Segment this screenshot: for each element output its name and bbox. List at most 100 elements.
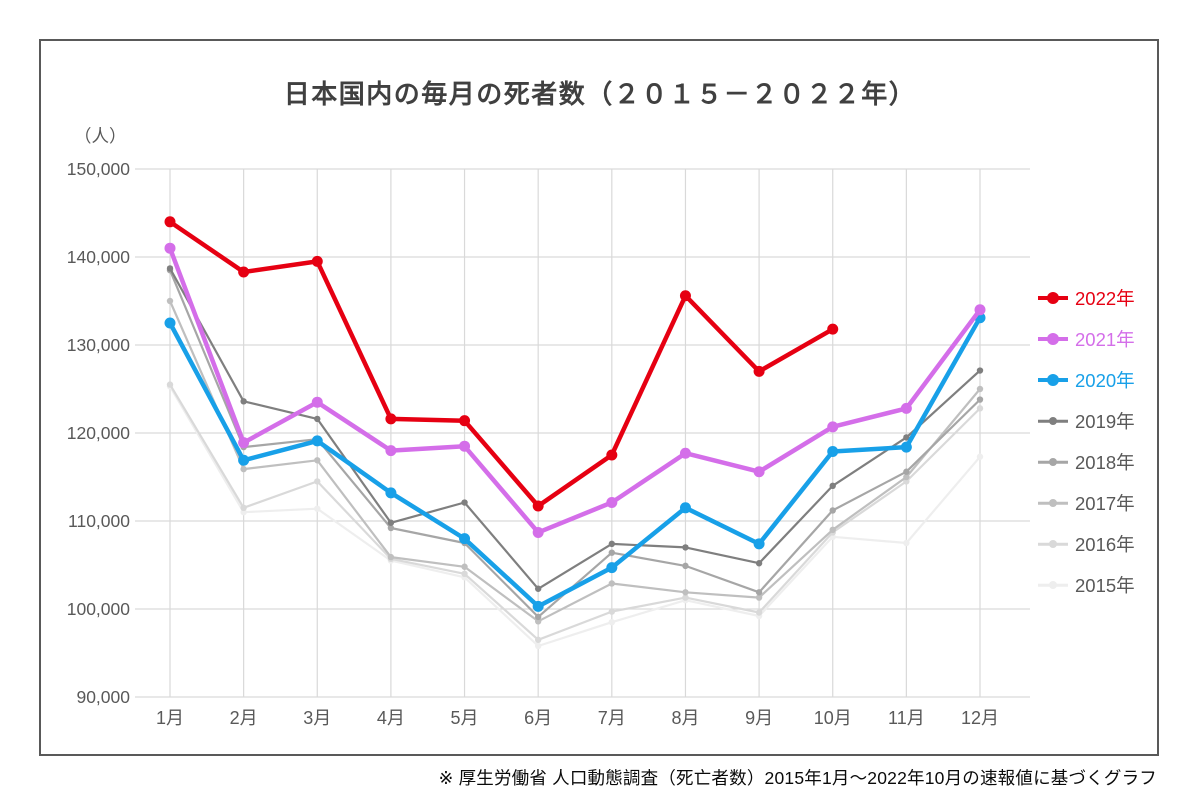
x-axis-tick-label: 8月 xyxy=(671,708,699,728)
data-point xyxy=(387,553,395,561)
data-point xyxy=(974,304,986,316)
legend-item-2020年: 2020年 xyxy=(1038,368,1158,392)
data-point xyxy=(903,468,910,475)
x-axis-tick-label: 5月 xyxy=(451,708,479,728)
data-point xyxy=(827,445,839,457)
data-point xyxy=(387,519,395,526)
data-point xyxy=(385,413,397,425)
data-point xyxy=(532,600,544,612)
data-point xyxy=(164,242,176,254)
x-axis-tick-label: 12月 xyxy=(961,708,999,728)
legend-marker-icon xyxy=(1038,450,1068,474)
data-point xyxy=(682,594,689,601)
legend-label: 2021年 xyxy=(1075,329,1135,350)
y-axis-tick-label: 130,000 xyxy=(67,335,131,355)
legend-label: 2017年 xyxy=(1075,493,1135,514)
legend-item-2015年: 2015年 xyxy=(1038,573,1158,597)
data-point xyxy=(903,539,910,547)
x-axis-tick-label: 2月 xyxy=(230,708,258,728)
legend-marker-icon xyxy=(1038,573,1068,597)
data-point xyxy=(459,533,471,545)
legend-marker-icon xyxy=(1038,327,1068,351)
data-point xyxy=(164,317,176,329)
y-axis-tick-label: 120,000 xyxy=(67,423,131,443)
legend-label: 2022年 xyxy=(1075,288,1135,309)
data-point xyxy=(238,454,250,466)
data-point xyxy=(240,398,247,405)
data-point xyxy=(534,585,542,592)
legend-marker-icon xyxy=(1038,532,1068,556)
data-point xyxy=(682,589,689,596)
data-point xyxy=(532,526,544,538)
legend-label: 2018年 xyxy=(1075,452,1135,473)
data-point xyxy=(903,434,910,441)
data-point xyxy=(166,265,174,272)
data-point xyxy=(682,562,689,570)
legend-marker-icon xyxy=(1038,491,1068,515)
data-point xyxy=(461,499,468,506)
series-line-2015年 xyxy=(168,385,982,648)
x-axis-tick-label: 7月 xyxy=(598,708,626,728)
data-point xyxy=(753,365,765,377)
y-axis-tick-label: 100,000 xyxy=(67,599,131,619)
data-point xyxy=(459,415,471,427)
data-point xyxy=(534,636,542,643)
x-axis-tick-label: 9月 xyxy=(745,708,773,728)
data-point xyxy=(755,594,763,601)
data-point xyxy=(240,509,247,516)
chart-title: 日本国内の毎月の死者数（２０１５－２０２２年） xyxy=(283,79,917,109)
data-point xyxy=(829,507,836,514)
data-point xyxy=(606,497,618,509)
data-point xyxy=(311,396,323,408)
data-point xyxy=(311,255,323,267)
data-point xyxy=(903,473,910,481)
y-axis-tick-label: 140,000 xyxy=(67,247,131,267)
legend-item-2018年: 2018年 xyxy=(1038,450,1158,474)
data-point xyxy=(903,478,910,485)
data-point xyxy=(461,563,468,570)
data-point xyxy=(385,445,397,457)
data-point xyxy=(608,608,616,615)
legend-label: 2015年 xyxy=(1075,575,1135,596)
data-point xyxy=(459,440,471,452)
data-point xyxy=(682,544,689,551)
legend-label: 2019年 xyxy=(1075,411,1135,432)
data-point xyxy=(900,441,912,453)
data-point xyxy=(829,526,836,533)
data-point xyxy=(608,580,616,587)
legend-item-2016年: 2016年 xyxy=(1038,532,1158,556)
legend-label: 2016年 xyxy=(1075,534,1135,555)
x-axis-tick-label: 1月 xyxy=(156,708,184,728)
data-point xyxy=(311,435,323,447)
legend-marker-icon xyxy=(1038,286,1068,310)
source-note: ※ 厚生労働省 人口動態調査（死亡者数）2015年1月～2022年10月の速報値… xyxy=(438,768,1157,788)
series-line-2018年 xyxy=(168,269,982,618)
legend-marker-icon xyxy=(1038,409,1068,433)
data-point xyxy=(827,421,839,433)
legend-item-2022年: 2022年 xyxy=(1038,286,1158,310)
data-point xyxy=(534,642,542,650)
series-line-2020年 xyxy=(167,315,983,609)
data-point xyxy=(314,478,321,485)
data-point xyxy=(755,609,763,616)
data-point xyxy=(608,540,616,548)
data-point xyxy=(240,465,247,473)
data-point xyxy=(314,505,321,512)
data-point xyxy=(606,562,618,574)
data-point xyxy=(240,504,247,511)
data-point xyxy=(679,290,691,302)
legend-item-2021年: 2021年 xyxy=(1038,327,1158,351)
data-point xyxy=(238,266,250,278)
data-point xyxy=(827,323,839,335)
data-point xyxy=(679,502,691,514)
series-line-2022年 xyxy=(167,219,835,509)
x-axis-tick-label: 4月 xyxy=(377,708,405,728)
y-axis-tick-label: 90,000 xyxy=(76,687,130,707)
series-line-2017年 xyxy=(168,299,982,623)
data-point xyxy=(387,524,395,532)
series-line-2019年 xyxy=(168,267,982,590)
data-point xyxy=(606,449,618,461)
data-point xyxy=(976,367,984,374)
data-point xyxy=(679,447,691,459)
series-line-2016年 xyxy=(168,383,982,641)
